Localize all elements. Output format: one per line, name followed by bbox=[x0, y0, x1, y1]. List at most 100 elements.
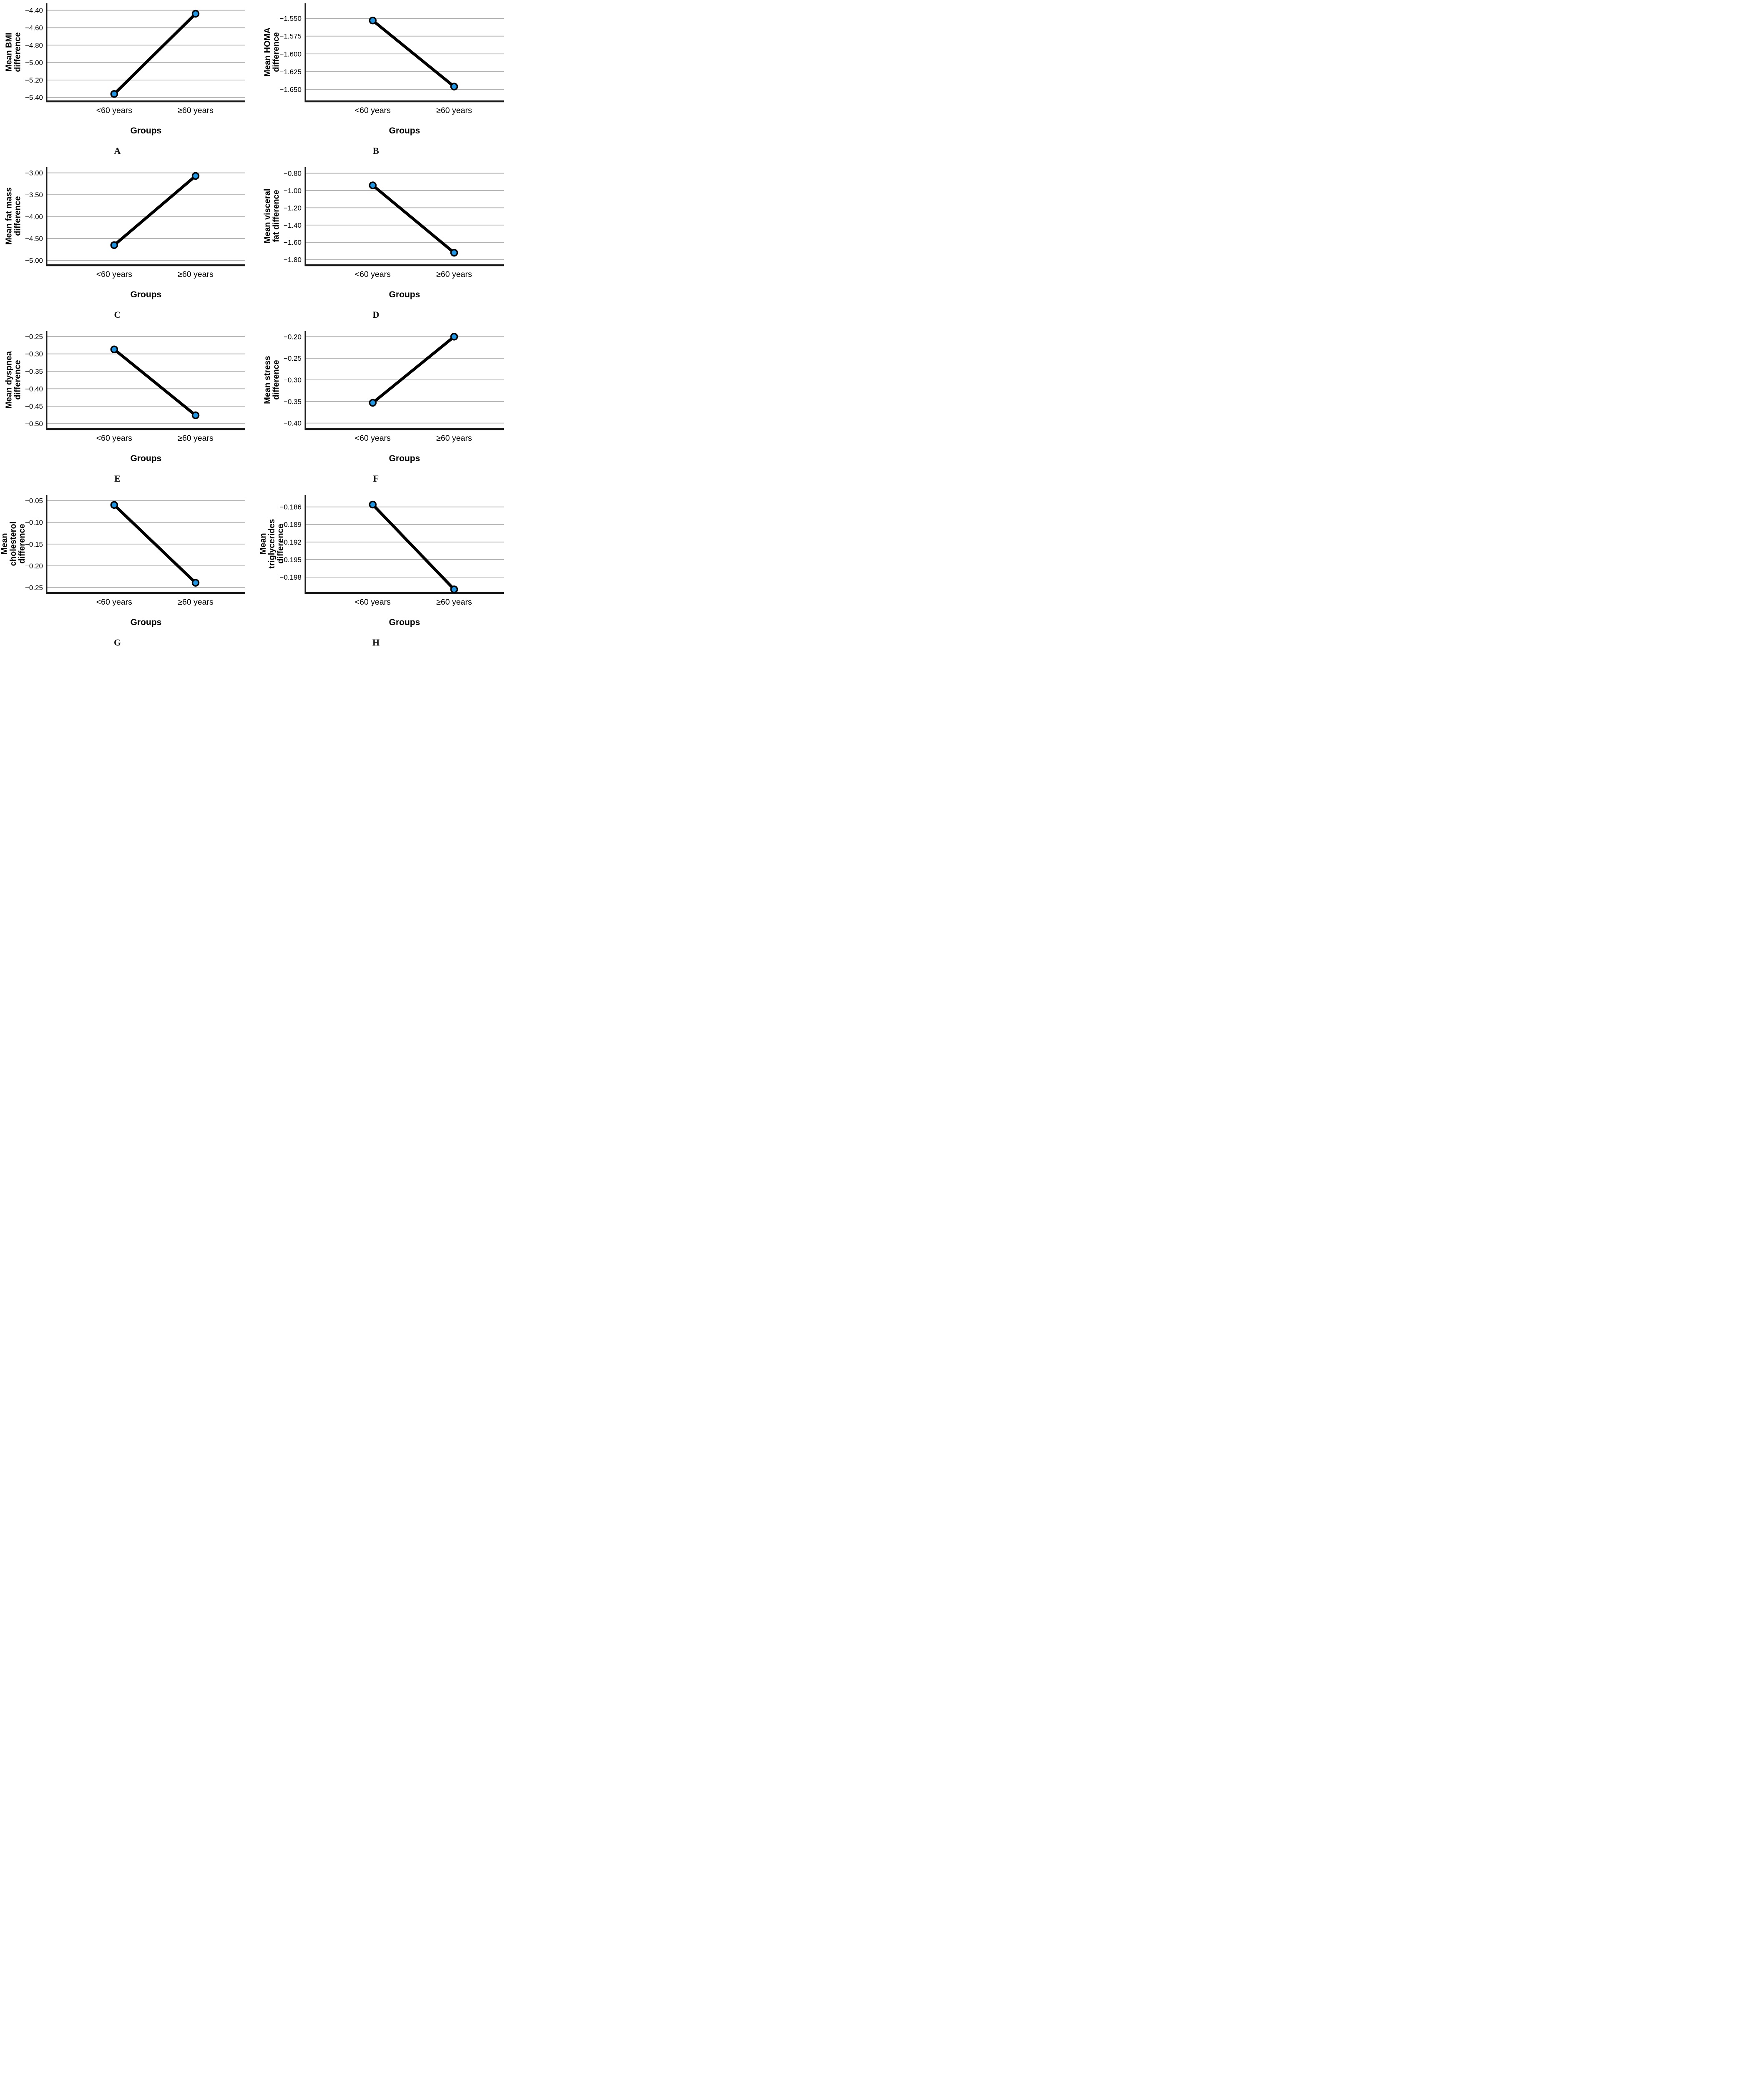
y-tick-label: −3.50 bbox=[25, 191, 43, 199]
y-tick-label: −1.650 bbox=[280, 85, 302, 93]
x-category-label: <60 years bbox=[96, 434, 132, 443]
panel-d: −0.80 −1.00 −1.20 −1.40 −1.60 −1.80 <60 years ≥… bbox=[259, 164, 517, 328]
panel-b: −1.550 −1.575 −1.600 −1.625 −1.650 <60 years ≥… bbox=[259, 0, 517, 164]
y-tick-label: −5.00 bbox=[25, 257, 43, 265]
x-category-label: <60 years bbox=[355, 270, 391, 279]
y-tick-label: −0.50 bbox=[25, 420, 43, 428]
data-point-marker bbox=[450, 249, 458, 257]
y-tick-label: −0.192 bbox=[280, 538, 302, 546]
panel-a-letter: A bbox=[114, 146, 121, 156]
x-category-label: <60 years bbox=[355, 598, 391, 607]
y-tick-label: −0.15 bbox=[25, 540, 43, 548]
y-axis-title: difference bbox=[18, 524, 27, 564]
y-axis-title: Mean visceral bbox=[263, 188, 272, 243]
y-tick-label: −1.00 bbox=[284, 187, 302, 195]
data-point-marker bbox=[450, 83, 458, 90]
panel-f-letter: F bbox=[373, 473, 379, 484]
y-axis-title: difference bbox=[276, 524, 285, 564]
x-category-label: ≥60 years bbox=[178, 434, 214, 443]
chart-mean-dyspnea-difference: −0.25 −0.30 −0.35 −0.40 −0.45 −0.50 <60 years ≥… bbox=[5, 331, 245, 463]
x-axis-title: Groups bbox=[389, 126, 420, 136]
y-tick-label: −0.30 bbox=[25, 350, 43, 358]
panel-e-letter: E bbox=[114, 473, 121, 484]
y-tick-label: −0.05 bbox=[25, 497, 43, 505]
y-tick-label: −0.45 bbox=[25, 402, 43, 410]
y-axis-title: Mean BMI bbox=[5, 33, 14, 71]
data-line bbox=[371, 503, 456, 591]
y-tick-label: −4.00 bbox=[25, 213, 43, 221]
data-point-marker bbox=[191, 579, 200, 587]
x-category-label: ≥60 years bbox=[436, 434, 472, 443]
x-axis-title: Groups bbox=[131, 290, 162, 299]
y-axis-title: fat difference bbox=[272, 190, 281, 242]
data-point-marker bbox=[191, 172, 200, 180]
x-axis-title: Groups bbox=[389, 454, 420, 463]
y-tick-label: −0.189 bbox=[280, 521, 302, 529]
x-category-label: <60 years bbox=[355, 434, 391, 443]
x-axis-title: Groups bbox=[389, 618, 420, 627]
x-axis-title: Groups bbox=[131, 618, 162, 627]
figure-grid: −4.40 −4.60 −4.80 −5.00 −5.20 −5.40 <60 years ≥… bbox=[0, 0, 517, 656]
data-line bbox=[113, 348, 197, 417]
chart-mean-visceral-fat-difference: −0.80 −1.00 −1.20 −1.40 −1.60 −1.80 <60 years ≥… bbox=[263, 167, 504, 299]
chart-mean-stress-difference: −0.20 −0.25 −0.30 −0.35 −0.40 <60 years ≥60 ye… bbox=[263, 331, 504, 463]
y-tick-label: −0.25 bbox=[25, 584, 43, 592]
x-axis-title: Groups bbox=[131, 126, 162, 136]
y-tick-label: −5.20 bbox=[25, 76, 43, 84]
y-tick-label: −4.80 bbox=[25, 41, 43, 49]
data-point-marker bbox=[369, 500, 377, 509]
data-point-marker bbox=[369, 181, 377, 189]
data-point-marker bbox=[191, 411, 200, 420]
x-category-label: ≥60 years bbox=[436, 106, 472, 115]
y-axis-title: Mean bbox=[259, 533, 268, 554]
y-tick-label: −0.40 bbox=[25, 385, 43, 393]
data-point-marker bbox=[191, 10, 200, 18]
y-tick-label: −5.00 bbox=[25, 59, 43, 67]
y-tick-label: −1.575 bbox=[280, 33, 302, 40]
panel-h: −0.186 −0.189 −0.192 −0.195 −0.198 <60 years ≥… bbox=[259, 492, 517, 656]
y-axis-title: Mean fat mass bbox=[5, 187, 14, 245]
y-tick-label: −4.50 bbox=[25, 235, 43, 243]
y-tick-label: −1.80 bbox=[284, 256, 302, 264]
x-category-label: ≥60 years bbox=[178, 598, 214, 607]
data-line bbox=[371, 19, 456, 88]
data-line bbox=[113, 174, 197, 247]
y-tick-label: −0.25 bbox=[25, 333, 43, 341]
panel-g-letter: G bbox=[113, 637, 122, 648]
y-tick-label: −4.60 bbox=[25, 24, 43, 32]
y-tick-label: −0.40 bbox=[284, 420, 302, 427]
y-tick-label: −0.186 bbox=[280, 503, 302, 511]
panel-d-letter: D bbox=[372, 309, 380, 320]
y-tick-label: −4.40 bbox=[25, 7, 43, 15]
y-axis-title: difference bbox=[272, 32, 281, 72]
data-line bbox=[113, 12, 197, 95]
panel-c-letter: C bbox=[114, 309, 121, 320]
y-tick-label: −0.198 bbox=[280, 573, 302, 581]
panel-b-letter: B bbox=[373, 146, 379, 156]
panel-c: −3.00 −3.50 −4.00 −4.50 −5.00 <60 years ≥60 ye… bbox=[0, 164, 259, 328]
y-axis-title: difference bbox=[272, 360, 281, 400]
data-point-marker bbox=[369, 399, 377, 407]
y-axis-title: cholesterol bbox=[9, 522, 18, 566]
data-point-marker bbox=[110, 90, 118, 98]
y-tick-label: −0.80 bbox=[284, 169, 302, 177]
data-point-marker bbox=[369, 16, 377, 25]
data-line bbox=[371, 183, 456, 254]
y-tick-label: −3.00 bbox=[25, 169, 43, 177]
x-axis-title: Groups bbox=[389, 290, 420, 299]
x-category-label: <60 years bbox=[355, 106, 391, 115]
chart-mean-cholesterol-difference: −0.05 −0.10 −0.15 −0.20 −0.25 <60 years ≥60 ye… bbox=[0, 495, 245, 627]
x-category-label: <60 years bbox=[96, 270, 132, 279]
y-tick-label: −1.60 bbox=[284, 239, 302, 246]
data-line bbox=[113, 503, 197, 585]
chart-mean-bmi-difference: −4.40 −4.60 −4.80 −5.00 −5.20 −5.40 <60 years ≥… bbox=[5, 3, 245, 136]
y-axis-title: triglycerides bbox=[267, 519, 276, 569]
y-axis-title: Mean stress bbox=[263, 356, 272, 404]
x-category-label: ≥60 years bbox=[178, 270, 214, 279]
x-axis-title: Groups bbox=[131, 454, 162, 463]
x-category-label: ≥60 years bbox=[436, 598, 472, 607]
y-tick-label: −1.20 bbox=[284, 204, 302, 212]
panel-e: −0.25 −0.30 −0.35 −0.40 −0.45 −0.50 <60 years ≥… bbox=[0, 328, 259, 492]
y-tick-label: −5.40 bbox=[25, 94, 43, 102]
panel-h-letter: H bbox=[372, 637, 380, 648]
